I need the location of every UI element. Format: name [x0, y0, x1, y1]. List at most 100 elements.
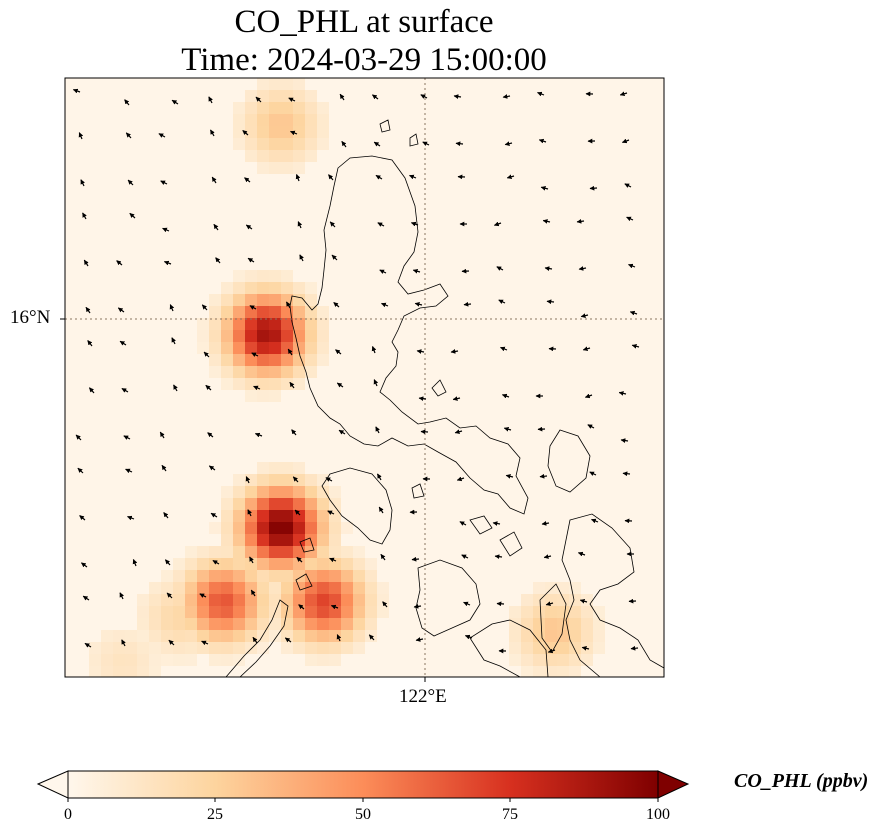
- wind-arrow: [379, 269, 387, 275]
- heat-cell: [257, 510, 269, 522]
- coastline-cebu: [539, 583, 567, 653]
- heat-cell: [269, 462, 281, 474]
- heat-cell: [281, 270, 293, 282]
- heat-cell: [269, 318, 281, 330]
- wind-arrow: [287, 348, 293, 356]
- wind-arrow: [88, 387, 95, 394]
- heat-cell: [233, 114, 245, 126]
- heat-cell: [161, 654, 173, 666]
- coastline-palawan: [225, 599, 289, 677]
- heat-cell: [281, 618, 293, 630]
- heat-cell: [89, 654, 101, 666]
- heat-cell: [281, 102, 293, 114]
- wind-arrow: [371, 346, 377, 354]
- heat-cell: [245, 138, 257, 150]
- wind-arrow: [288, 97, 296, 103]
- heat-cell: [113, 666, 125, 677]
- heat-cell: [317, 522, 329, 534]
- heat-cell: [245, 582, 257, 594]
- heat-cell: [221, 570, 233, 582]
- heat-cell: [521, 606, 533, 618]
- colorbar-extend-min: [36, 770, 69, 799]
- heat-cell: [293, 498, 305, 510]
- wind-arrow: [247, 257, 255, 263]
- heat-cell: [233, 630, 245, 642]
- cb-tick-label-0: 0: [64, 806, 72, 823]
- heat-cell: [113, 642, 125, 654]
- wind-arrow: [546, 299, 555, 305]
- heat-cell: [245, 570, 257, 582]
- heat-cell: [269, 162, 281, 174]
- wind-arrow: [375, 174, 383, 180]
- heat-cell: [281, 558, 293, 570]
- wind-arrow: [498, 299, 506, 305]
- heat-cell: [341, 546, 353, 558]
- wind-arrow: [251, 352, 259, 357]
- wind-arrow: [215, 257, 221, 264]
- wind-arrow: [249, 305, 257, 310]
- heat-cell: [353, 558, 365, 570]
- heat-cell: [317, 618, 329, 630]
- wind-arrow: [209, 129, 215, 137]
- lon-tick-label: 122°E: [399, 686, 447, 707]
- heat-cell: [185, 558, 197, 570]
- heat-cell: [221, 486, 233, 498]
- wind-arrow: [84, 642, 92, 648]
- heat-cell: [149, 594, 161, 606]
- heat-cell: [305, 510, 317, 522]
- coastline-samar: [547, 429, 591, 493]
- heat-cell: [209, 642, 221, 654]
- map-frame: [64, 77, 665, 678]
- wind-arrow: [619, 91, 628, 97]
- heat-cell: [521, 630, 533, 642]
- heat-cell: [545, 654, 557, 666]
- heat-cell: [209, 594, 221, 606]
- wind-arrow: [576, 218, 585, 224]
- wind-arrow: [119, 592, 125, 600]
- wind-arrow: [629, 310, 638, 316]
- wind-arrow: [254, 432, 263, 438]
- wind-arrow: [454, 429, 463, 435]
- wind-arrow: [368, 634, 375, 641]
- heat-cell: [581, 594, 593, 606]
- heat-cell: [185, 606, 197, 618]
- heat-cell: [341, 582, 353, 594]
- heat-cell: [173, 618, 185, 630]
- wind-arrow: [82, 595, 90, 601]
- heat-cell: [245, 126, 257, 138]
- heat-cell: [365, 618, 377, 630]
- wind-arrow: [338, 429, 346, 435]
- wind-arrow: [577, 551, 586, 557]
- heat-cell: [317, 558, 329, 570]
- heat-cell: [329, 498, 341, 510]
- heat-cell: [257, 558, 269, 570]
- cb-tick-label-25: 25: [207, 806, 223, 823]
- wind-arrow: [329, 221, 336, 228]
- heat-cell: [293, 306, 305, 318]
- heat-cell: [377, 594, 389, 606]
- wind-arrow: [201, 304, 208, 311]
- wind-arrow: [500, 346, 508, 352]
- wind-arrow: [255, 96, 262, 103]
- wind-arrow: [171, 337, 176, 345]
- heat-cell: [533, 666, 545, 677]
- heat-cell: [293, 150, 305, 162]
- heat-cell: [233, 582, 245, 594]
- heat-cell: [569, 606, 581, 618]
- heat-cell: [209, 330, 221, 342]
- heat-cell: [257, 318, 269, 330]
- colorbar: [36, 770, 690, 802]
- heat-cell: [245, 150, 257, 162]
- heat-cell: [257, 642, 269, 654]
- heat-cell: [317, 510, 329, 522]
- heat-cell: [233, 474, 245, 486]
- wind-arrow: [621, 138, 630, 144]
- heat-cell: [293, 570, 305, 582]
- heat-cell: [269, 306, 281, 318]
- heat-cell: [269, 138, 281, 150]
- heat-cell: [233, 510, 245, 522]
- heat-cell: [317, 306, 329, 318]
- coastline-luzon: [289, 155, 529, 515]
- heat-cell: [257, 498, 269, 510]
- heat-cell: [533, 642, 545, 654]
